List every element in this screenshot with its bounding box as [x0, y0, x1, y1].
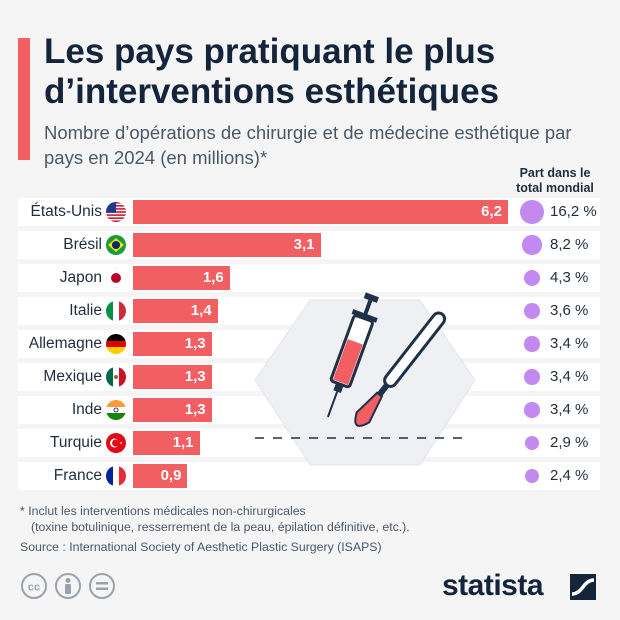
- flag-mexico-icon: [106, 367, 126, 387]
- flag-usa-icon: [106, 202, 126, 222]
- share-dot: [522, 235, 542, 255]
- country-label: Japon: [59, 269, 102, 286]
- flag-turkey-icon: [106, 433, 126, 453]
- bar-value-label: 3,1: [293, 236, 315, 253]
- country-label: France: [53, 467, 102, 484]
- share-dot: [520, 200, 544, 224]
- accent-bar: [18, 38, 30, 160]
- share-dot: [524, 468, 540, 484]
- share-dot: [524, 402, 540, 418]
- footnote: * Inclut les interventions médicales non…: [20, 504, 306, 518]
- flag-japan-icon: [106, 268, 126, 288]
- share-value-label: 2,9 %: [550, 434, 589, 451]
- share-dot: [524, 369, 540, 385]
- bar: 3,1: [133, 233, 321, 257]
- bar-value-label: 1,3: [184, 368, 206, 385]
- source-text: Source : International Society of Aesthe…: [20, 540, 382, 554]
- brand-name: statista: [442, 569, 544, 602]
- flag-brazil-icon: [106, 235, 126, 255]
- bar: 1,1: [133, 431, 200, 455]
- bar-value-label: 6,2: [481, 203, 502, 220]
- syringe-icon: [326, 292, 379, 418]
- bar: 0,9: [133, 464, 188, 488]
- bar-value-label: 1,3: [184, 401, 206, 418]
- country-label: Allemagne: [28, 335, 102, 352]
- country-label: Mexique: [43, 368, 102, 385]
- bar: 1,6: [133, 266, 230, 290]
- country-label: Inde: [71, 401, 102, 418]
- flag-italy-icon: [106, 301, 126, 321]
- footnote-detail: (toxine botulinique, resserrement de la …: [31, 520, 410, 534]
- cc-icon: cc: [21, 573, 47, 599]
- svg-text:cc: cc: [28, 582, 40, 594]
- share-value-label: 3,6 %: [550, 302, 589, 319]
- country-label: Turquie: [50, 434, 102, 451]
- share-value-label: 3,4 %: [550, 368, 589, 385]
- flag-france-icon: [106, 466, 126, 486]
- share-dot: [524, 303, 540, 319]
- share-dot: [523, 269, 541, 287]
- share-header-line2: total mondial: [516, 181, 594, 195]
- share-column-header: Part dans le total mondial: [500, 166, 610, 196]
- share-header-line1: Part dans le: [519, 166, 591, 180]
- share-dot: [524, 435, 540, 451]
- statista-mark-icon: [570, 574, 596, 600]
- share-dot: [524, 336, 540, 352]
- bar: 1,3: [133, 398, 212, 422]
- share-value-label: 8,2 %: [550, 236, 589, 253]
- share-value-label: 3,4 %: [550, 401, 589, 418]
- bar-value-label: 1,6: [202, 269, 224, 286]
- equals-icon: [89, 573, 115, 599]
- flag-india-icon: [106, 400, 126, 420]
- chart-subtitle: Nombre d’opérations de chirurgie et de m…: [44, 122, 572, 168]
- bar-value-label: 1,3: [184, 335, 206, 352]
- medical-illustration: [254, 292, 476, 466]
- bar: 1,4: [133, 299, 218, 323]
- statista-logo: statista: [442, 566, 602, 606]
- country-label: Brésil: [63, 236, 102, 253]
- bar: 1,3: [133, 365, 212, 389]
- bar: 1,3: [133, 332, 212, 356]
- share-value-label: 3,4 %: [550, 335, 589, 352]
- chart-title: Les pays pratiquant le plus d’interventi…: [44, 32, 500, 111]
- share-value-label: 2,4 %: [550, 467, 589, 484]
- bar-value-label: 1,1: [172, 434, 194, 451]
- flag-germany-icon: [106, 334, 126, 354]
- country-label: Italie: [69, 302, 102, 319]
- share-value-label: 4,3 %: [550, 269, 589, 286]
- bar-value-label: 0,9: [160, 467, 182, 484]
- share-value-label: 16,2 %: [550, 203, 597, 220]
- country-label: États-Unis: [30, 203, 103, 220]
- scalpel-icon: [354, 311, 447, 427]
- license-icons: cc: [21, 573, 115, 599]
- bar-value-label: 1,4: [190, 302, 212, 319]
- bar: 6,2: [133, 200, 508, 224]
- person-icon: [55, 573, 81, 599]
